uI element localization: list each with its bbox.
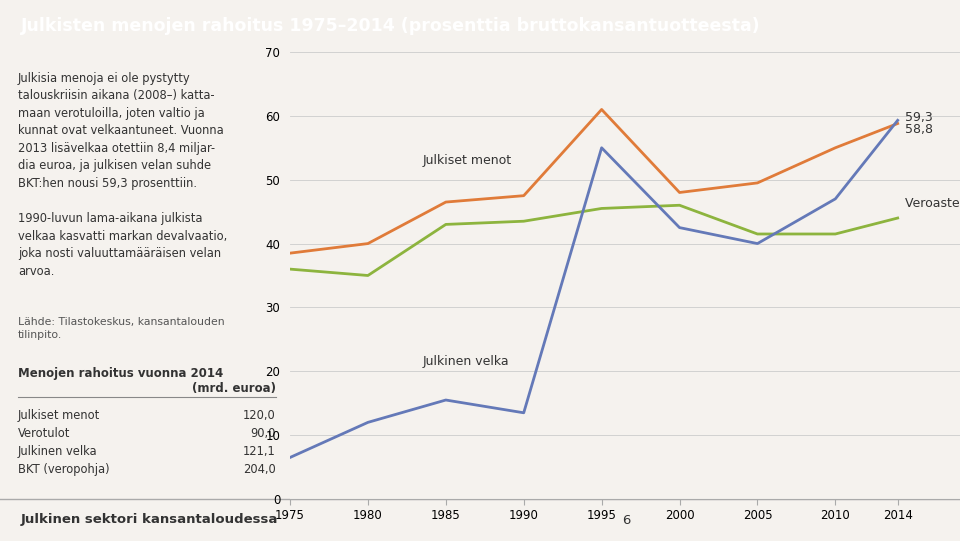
Text: (mrd. euroa): (mrd. euroa) — [191, 382, 276, 395]
Text: 120,0: 120,0 — [243, 409, 276, 422]
Text: Lähde: Tilastokeskus, kansantalouden
tilinpito.: Lähde: Tilastokeskus, kansantalouden til… — [18, 317, 225, 340]
Text: 59,3: 59,3 — [905, 110, 933, 124]
Text: Veroaste  44,0: Veroaste 44,0 — [905, 197, 960, 210]
Text: 90,0: 90,0 — [251, 427, 276, 440]
Text: 58,8: 58,8 — [905, 123, 933, 136]
Text: 1990-luvun lama-aikana julkista
velkaa kasvatti markan devalvaatio,
joka nosti v: 1990-luvun lama-aikana julkista velkaa k… — [18, 212, 228, 278]
Text: Julkinen velka: Julkinen velka — [18, 445, 98, 458]
Text: 6: 6 — [622, 513, 631, 526]
Text: Julkinen sektori kansantaloudessa: Julkinen sektori kansantaloudessa — [21, 513, 278, 526]
Text: Verotulot: Verotulot — [18, 427, 70, 440]
Text: Julkisten menojen rahoitus 1975–2014 (prosenttia bruttokansantuotteesta): Julkisten menojen rahoitus 1975–2014 (pr… — [21, 17, 760, 35]
Text: Menojen rahoitus vuonna 2014: Menojen rahoitus vuonna 2014 — [18, 367, 224, 380]
Text: Julkiset menot: Julkiset menot — [422, 154, 512, 167]
Text: 121,1: 121,1 — [243, 445, 276, 458]
Text: Julkinen velka: Julkinen velka — [422, 355, 509, 368]
Text: 204,0: 204,0 — [243, 463, 276, 476]
Text: Julkisia menoja ei ole pystytty
talouskriisin aikana (2008–) katta-
maan verotul: Julkisia menoja ei ole pystytty talouskr… — [18, 72, 224, 190]
Text: BKT (veropohja): BKT (veropohja) — [18, 463, 109, 476]
Text: Julkiset menot: Julkiset menot — [18, 409, 100, 422]
